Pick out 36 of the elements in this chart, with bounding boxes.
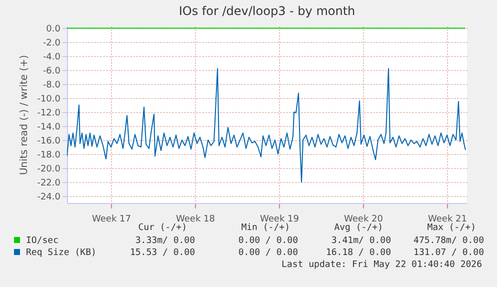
text: Min (-/+)	[241, 223, 290, 233]
y-axis-title: Units read (-) / write (+)	[19, 54, 30, 176]
y-tick-label: -20.0	[37, 164, 61, 175]
legend-label: IO/sec	[26, 236, 59, 246]
text: 15.53 / 0.00	[130, 248, 195, 258]
text: 131.07 / 0.00	[414, 248, 484, 258]
text: Last update: Fri May 22 01:40:40 2026	[282, 260, 482, 270]
text: 475.78m/ 0.00	[414, 236, 484, 246]
text: Avg (-/+)	[334, 223, 383, 233]
y-tick-label: -2.0	[42, 38, 61, 49]
x-tick-label: Week 21	[428, 214, 467, 224]
y-tick-label: -14.0	[37, 122, 61, 133]
legend-label: Req Size (KB)	[26, 248, 96, 258]
y-tick-label: -16.0	[37, 136, 61, 147]
y-tick-label: -12.0	[37, 108, 61, 119]
y-tick-label: -22.0	[37, 178, 61, 189]
y-tick-label: -8.0	[42, 80, 61, 91]
x-tick-label: Week 18	[176, 214, 216, 224]
line-series	[67, 68, 466, 183]
text: 0.00 / 0.00	[238, 248, 298, 258]
y-tick-label: -6.0	[42, 66, 61, 77]
x-tick-label: Week 19	[260, 214, 300, 224]
text: 16.18 / 0.00	[326, 248, 391, 258]
y-tick-label: -18.0	[37, 150, 61, 161]
x-tick-label: Week 17	[92, 214, 131, 224]
x-tick-label: Week 20	[344, 214, 384, 224]
text: Max (-/+)	[427, 223, 476, 233]
y-tick-label: -10.0	[37, 94, 61, 105]
y-tick-label: -4.0	[42, 52, 61, 63]
y-tick-label: -24.0	[37, 192, 61, 203]
y-tick-label: 0.0	[46, 24, 61, 35]
text: 0.00 / 0.00	[238, 236, 298, 246]
chart-title: IOs for /dev/loop3 - by month	[178, 4, 356, 18]
text: 3.41m/ 0.00	[331, 236, 391, 246]
text: Cur (-/+)	[138, 223, 187, 233]
text: 3.33m/ 0.00	[135, 236, 195, 246]
